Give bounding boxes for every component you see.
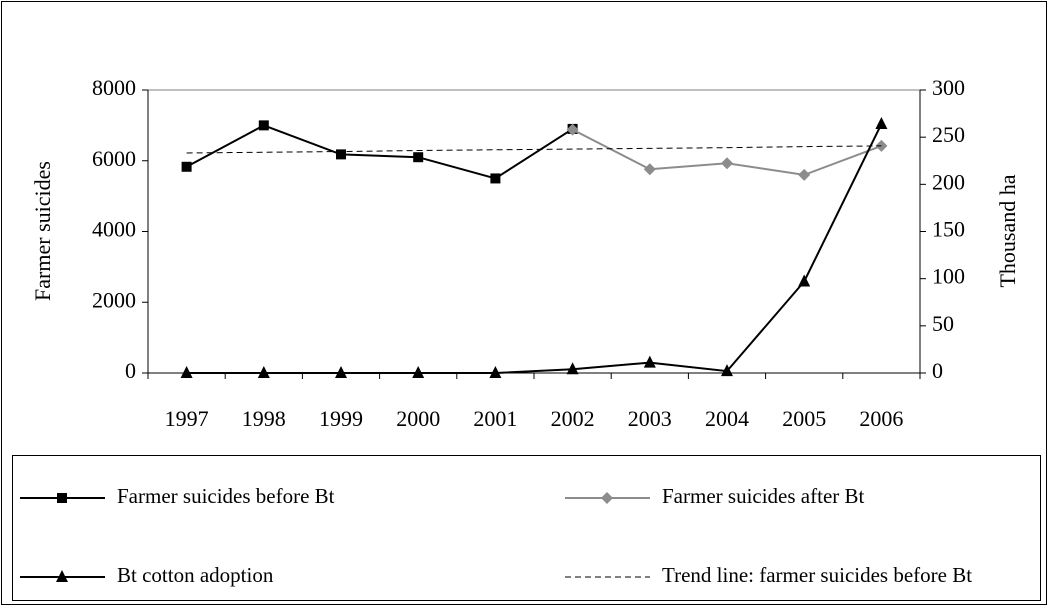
- marker-triangle: [335, 366, 347, 378]
- marker-square: [181, 161, 192, 172]
- marker-triangle: [56, 570, 68, 582]
- marker-triangle: [566, 362, 579, 375]
- y-tick-label: 2000: [92, 287, 136, 312]
- y2-tick-label: 100: [932, 264, 965, 289]
- y2-tick-label: 250: [932, 122, 965, 147]
- legend-label: Farmer suicides after Bt: [662, 484, 865, 508]
- marker-square: [413, 152, 424, 163]
- marker-triangle: [257, 366, 270, 378]
- legend-label: Trend line: farmer suicides before Bt: [662, 563, 972, 587]
- y2-tick-label: 50: [932, 311, 954, 336]
- y-tick-label: 4000: [92, 217, 136, 242]
- marker-square: [490, 173, 501, 184]
- marker-diamond: [566, 123, 579, 136]
- y2-axis-label: Thousand ha: [995, 174, 1020, 287]
- marker-diamond: [643, 163, 656, 176]
- legend-label: Bt cotton adoption: [117, 563, 274, 587]
- marker-square: [336, 149, 346, 160]
- marker-triangle: [412, 366, 425, 378]
- marker-square: [258, 120, 269, 131]
- y-tick-label: 6000: [92, 146, 136, 171]
- marker-diamond: [798, 168, 811, 181]
- y-axis-label: Farmer suicides: [30, 161, 55, 301]
- x-tick-label: 1997: [165, 406, 209, 431]
- x-tick-label: 2000: [396, 406, 440, 431]
- legend-box: [12, 455, 1041, 601]
- y2-tick-label: 300: [932, 75, 965, 100]
- y-tick-label: 8000: [92, 75, 136, 100]
- marker-square: [57, 493, 67, 503]
- x-tick-label: 1998: [242, 406, 286, 431]
- x-tick-label: 2001: [473, 406, 517, 431]
- series-line: [186, 145, 882, 154]
- y2-tick-label: 150: [932, 217, 965, 242]
- marker-triangle: [721, 364, 733, 377]
- series-line: [186, 123, 883, 374]
- marker-triangle: [643, 355, 656, 368]
- marker-triangle: [875, 116, 888, 129]
- series-line: [186, 124, 574, 180]
- marker-triangle: [798, 274, 811, 287]
- y-tick-label: 0: [125, 358, 136, 383]
- marker-triangle: [180, 366, 193, 378]
- x-tick-label: 2006: [859, 406, 903, 431]
- x-tick-label: 2004: [705, 406, 749, 431]
- legend-label: Farmer suicides before Bt: [117, 484, 335, 508]
- x-tick-label: 2002: [551, 406, 595, 431]
- y2-tick-label: 200: [932, 169, 965, 194]
- x-tick-label: 2005: [782, 406, 826, 431]
- y2-tick-label: 0: [932, 358, 943, 383]
- marker-diamond: [601, 492, 613, 504]
- x-tick-label: 1999: [319, 406, 363, 431]
- marker-triangle: [489, 366, 502, 378]
- x-tick-label: 2003: [628, 406, 672, 431]
- marker-diamond: [721, 157, 733, 170]
